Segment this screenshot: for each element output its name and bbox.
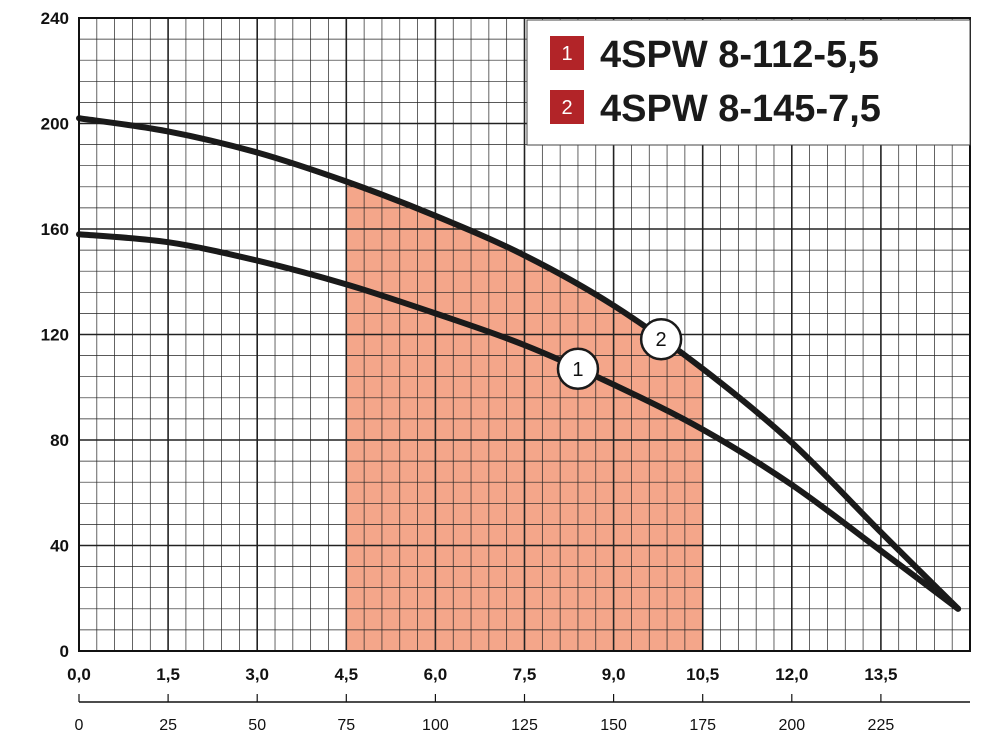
curve-marker-label-2: 2 bbox=[656, 329, 667, 351]
pump-curves bbox=[76, 115, 962, 612]
series-line-2 bbox=[76, 115, 962, 612]
plot-frame bbox=[78, 17, 971, 652]
secondary-x-tick-label: 100 bbox=[422, 717, 449, 734]
curve-marker-2 bbox=[639, 317, 683, 361]
secondary-x-tick-label: 175 bbox=[689, 717, 716, 734]
secondary-x-tick-label: 150 bbox=[600, 717, 627, 734]
secondary-x-tick-label: 0 bbox=[75, 717, 84, 734]
y-tick-label: 240 bbox=[41, 9, 69, 28]
y-tick-label: 80 bbox=[50, 431, 69, 450]
x-tick-label: 12,0 bbox=[775, 665, 808, 684]
x-tick-label: 0,0 bbox=[67, 665, 91, 684]
legend-swatch-2 bbox=[550, 90, 584, 124]
secondary-x-tick-label: 25 bbox=[159, 717, 177, 734]
x-tick-label: 6,0 bbox=[424, 665, 448, 684]
curve-marker-1 bbox=[556, 347, 600, 391]
x-tick-label: 7,5 bbox=[513, 665, 537, 684]
legend-swatch-number-2: 2 bbox=[561, 97, 572, 119]
x-tick-label: 13,5 bbox=[864, 665, 897, 684]
y-tick-label: 160 bbox=[41, 220, 69, 239]
legend-entry-2: 4SPW 8-145-7,5 bbox=[600, 88, 881, 130]
secondary-x-tick-label: 200 bbox=[778, 717, 805, 734]
legend-swatch-number-1: 1 bbox=[561, 43, 572, 65]
x-tick-label: 10,5 bbox=[686, 665, 719, 684]
y-tick-label: 40 bbox=[50, 537, 69, 556]
secondary-x-tick-label: 125 bbox=[511, 717, 538, 734]
y-tick-label: 200 bbox=[41, 115, 69, 134]
curve-marker-label-1: 1 bbox=[572, 359, 583, 381]
legend-entry-1: 4SPW 8-112-5,5 bbox=[600, 34, 879, 76]
y-tick-label: 120 bbox=[41, 326, 69, 345]
x-tick-label: 3,0 bbox=[245, 665, 269, 684]
y-tick-label: 0 bbox=[60, 642, 69, 661]
series-line-1 bbox=[76, 231, 962, 612]
chart-legend: 1 4SPW 8-112-5,5 2 4SPW 8-145-7,5 bbox=[526, 19, 971, 146]
secondary-x-tick-label: 75 bbox=[337, 717, 355, 734]
secondary-x-tick-label: 50 bbox=[248, 717, 266, 734]
x-tick-label: 1,5 bbox=[156, 665, 180, 684]
legend-swatch-1 bbox=[550, 36, 584, 70]
secondary-x-tick-label: 225 bbox=[868, 717, 895, 734]
curve-markers: 12 bbox=[556, 317, 683, 391]
x-tick-label: 4,5 bbox=[334, 665, 358, 684]
legend-box bbox=[526, 19, 971, 146]
x-tick-label: 9,0 bbox=[602, 665, 626, 684]
